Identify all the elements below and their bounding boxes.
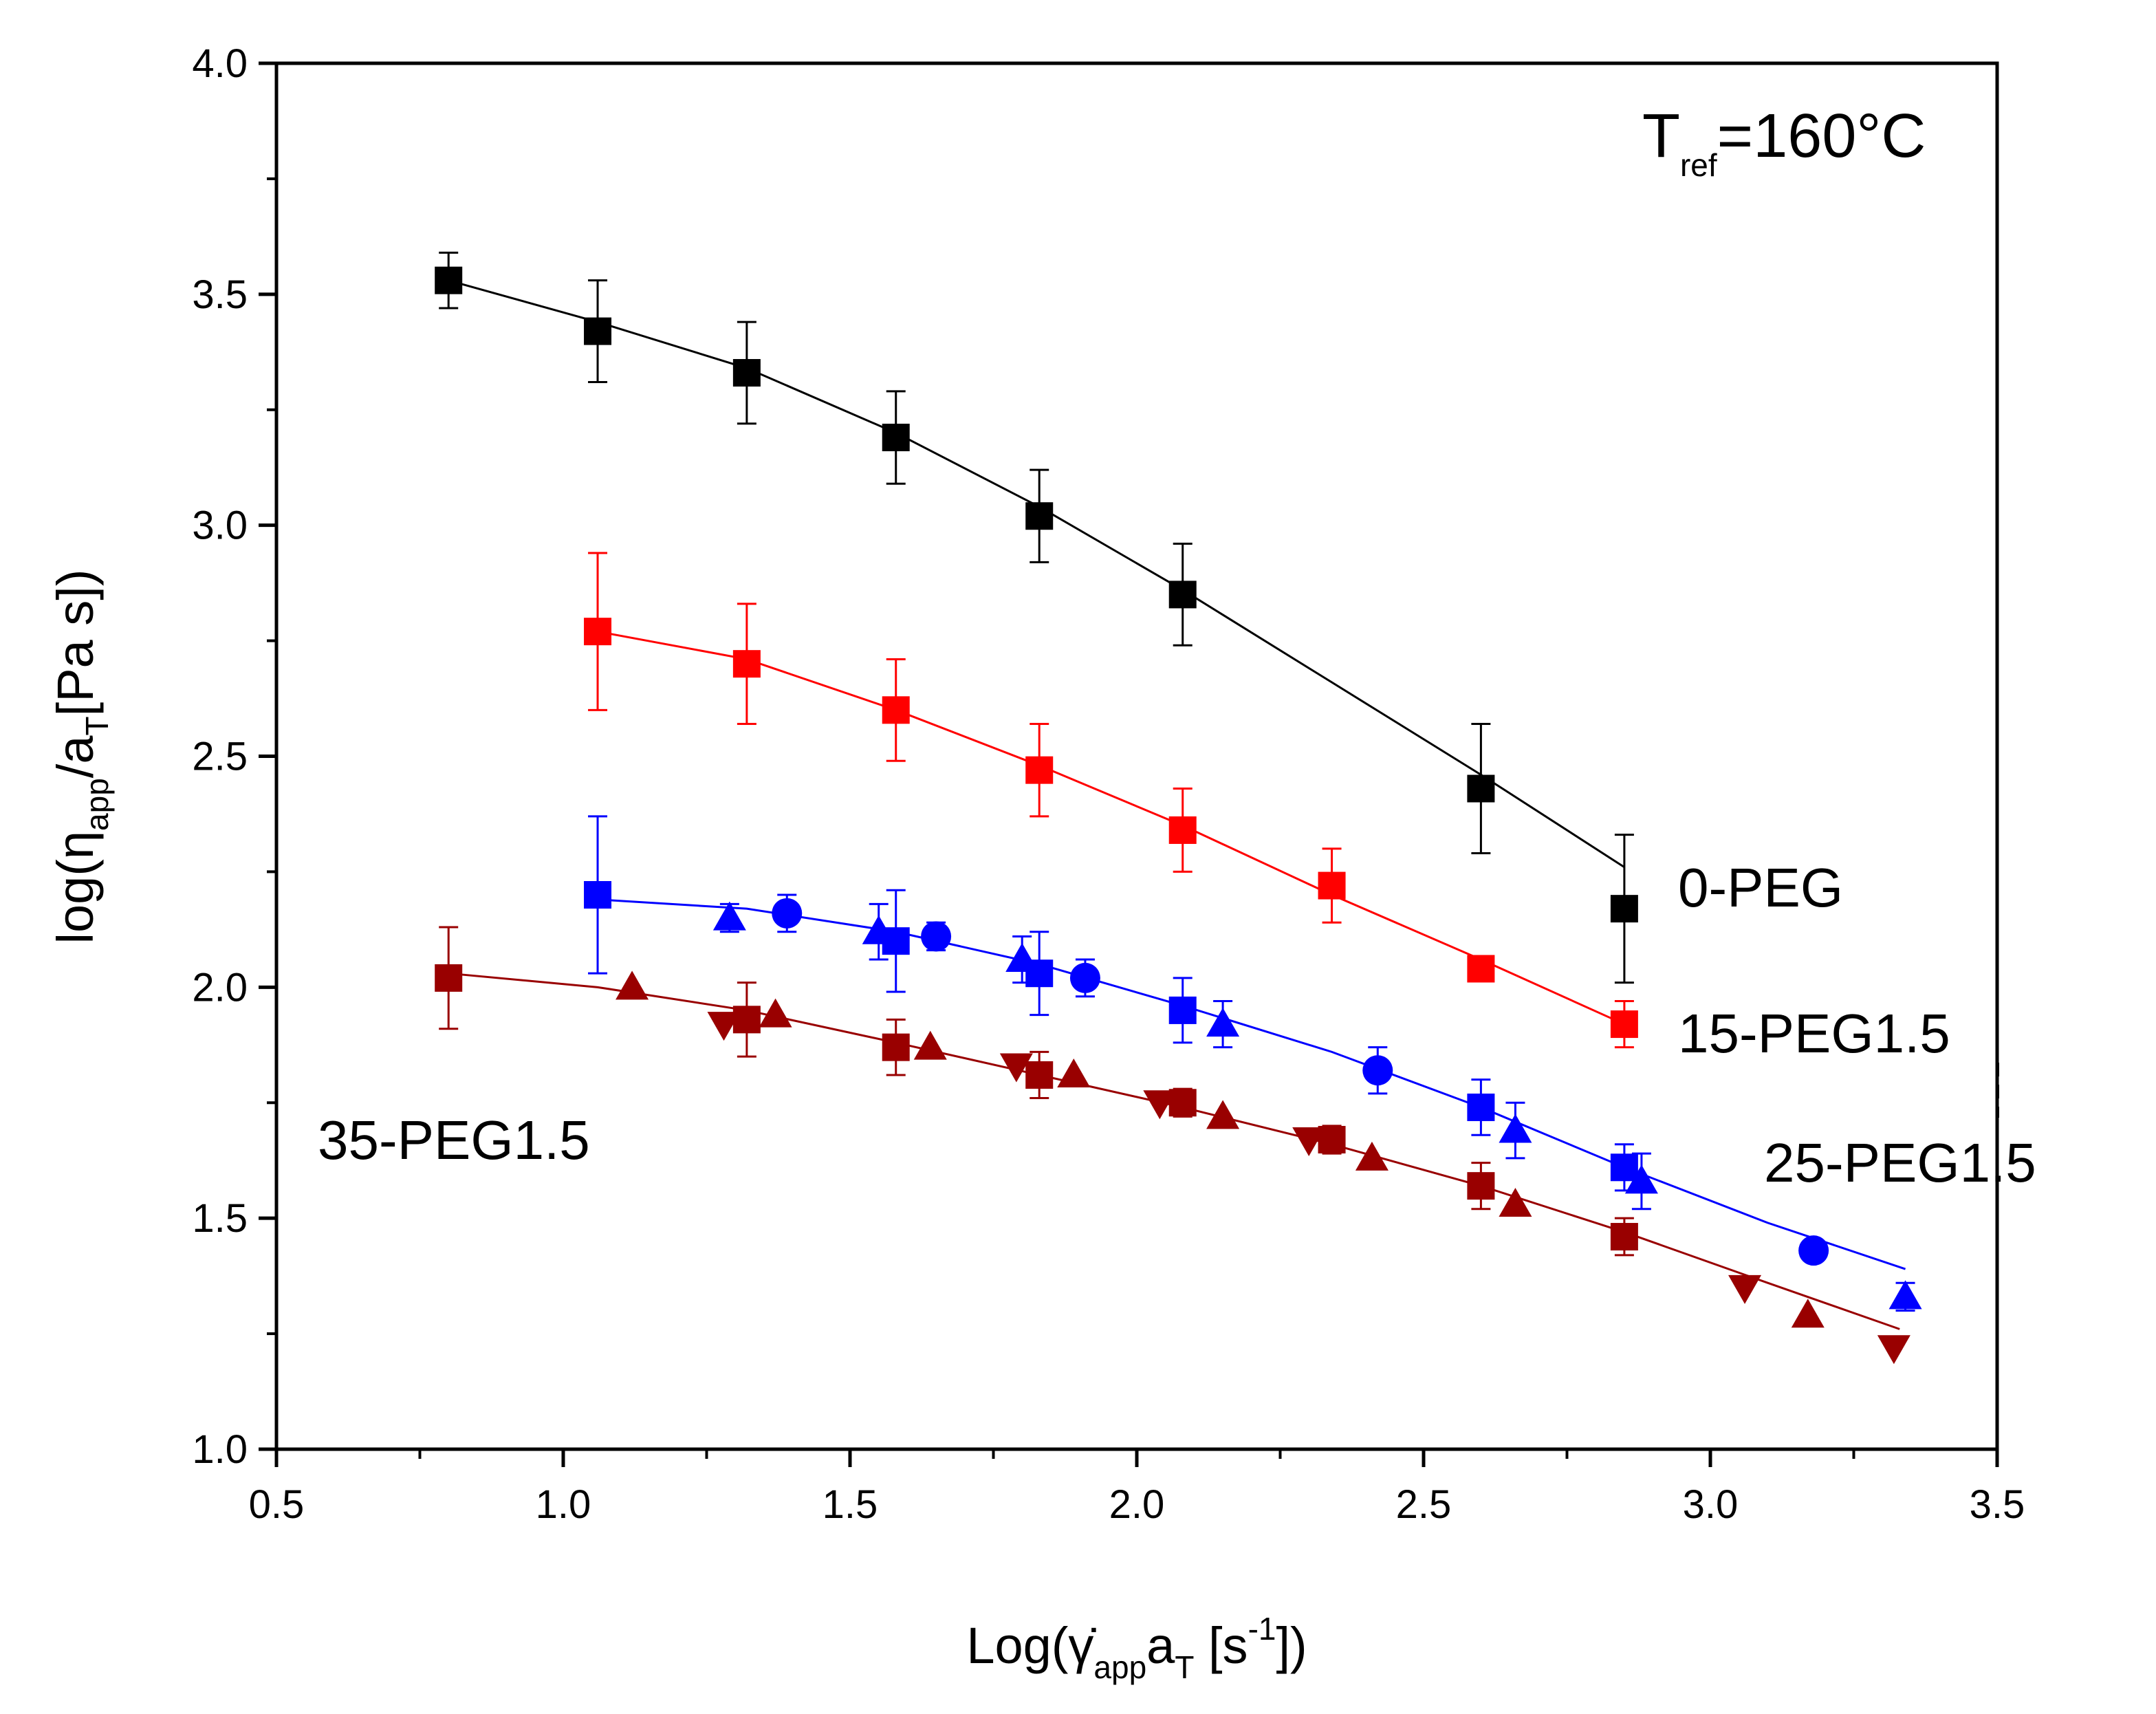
data-point-35-peg1-5-square xyxy=(732,1006,761,1034)
series-label-25-peg: 25-PEG1.5 xyxy=(1764,1132,2036,1193)
data-point-25-peg1-5-triangle-up xyxy=(1888,1280,1922,1310)
y-axis-ticks: 1.0 1.5 2.0 2.5 3.0 3.5 4.0 xyxy=(192,41,276,1472)
data-point-35-peg1-5-triangle-down xyxy=(1877,1335,1910,1365)
x-axis-title: Log(γ̇appaT [s-1]) xyxy=(966,1611,1307,1685)
data-point-15-peg1-5-square xyxy=(1318,871,1346,900)
x-tick-label: 1.0 xyxy=(536,1482,591,1527)
data-point-25-peg1-5-circle xyxy=(772,898,803,929)
fit-line-15-peg1-5 xyxy=(597,630,1625,1026)
data-point-25-peg1-5-circle xyxy=(1362,1055,1393,1086)
y-tick-label: 1.5 xyxy=(192,1196,248,1241)
data-point-35-peg1-5-square xyxy=(882,1033,910,1061)
data-point-35-peg1-5-triangle-down xyxy=(1143,1090,1177,1120)
data-point-25-peg1-5-circle xyxy=(1069,962,1100,993)
x-tick-label: 0.5 xyxy=(249,1482,305,1527)
data-point-25-peg1-5-circle xyxy=(921,921,952,952)
data-point-0-peg-square xyxy=(1168,581,1197,609)
y-tick-label: 3.0 xyxy=(192,503,248,548)
x-tick-label: 3.0 xyxy=(1683,1482,1739,1527)
data-point-0-peg-square xyxy=(584,317,612,345)
data-point-15-peg1-5-square xyxy=(1467,955,1495,983)
data-point-35-peg1-5-triangle-down xyxy=(707,1012,741,1041)
y-tick-label: 4.0 xyxy=(192,41,248,86)
y-tick-label: 2.5 xyxy=(192,735,248,779)
data-point-0-peg-square xyxy=(1467,774,1495,803)
data-point-0-peg-square xyxy=(1610,895,1638,923)
data-point-25-peg1-5-circle xyxy=(1798,1235,1829,1266)
data-point-15-peg1-5-square xyxy=(584,618,612,646)
data-point-0-peg-square xyxy=(732,359,761,387)
data-point-25-peg1-5-square xyxy=(1610,1153,1638,1182)
data-point-25-peg1-5-triangle-up xyxy=(1624,1164,1658,1194)
data-point-35-peg1-5-triangle-up xyxy=(913,1030,947,1060)
data-point-35-peg1-5-triangle-up xyxy=(759,998,792,1028)
series-label-0-peg: 0-PEG xyxy=(1678,857,1843,918)
data-point-15-peg1-5-square xyxy=(1610,1010,1638,1039)
data-point-35-peg1-5-square xyxy=(435,964,463,992)
data-point-35-peg1-5-square xyxy=(1610,1223,1638,1251)
data-point-35-peg1-5-triangle-down xyxy=(1292,1127,1326,1156)
y-axis-title: log(ηapp/aT[Pa s]) xyxy=(47,569,115,944)
data-point-35-peg1-5-square xyxy=(1025,1061,1054,1089)
y-tick-label: 3.5 xyxy=(192,272,248,317)
data-point-0-peg-square xyxy=(435,266,463,294)
data-point-35-peg1-5-triangle-up xyxy=(616,970,649,1000)
data-point-25-peg1-5-triangle-up xyxy=(1499,1114,1532,1143)
data-point-35-peg1-5-triangle-down xyxy=(1728,1274,1762,1304)
data-point-15-peg1-5-square xyxy=(732,650,761,678)
reference-temperature-annotation: Tref=160°C xyxy=(1642,102,1926,183)
data-point-25-peg1-5-triangle-up xyxy=(1206,1008,1240,1037)
data-point-25-peg1-5-square xyxy=(1467,1093,1495,1121)
series-label-15-peg: 15-PEG1.5 xyxy=(1678,1003,1950,1064)
data-point-35-peg1-5-triangle-up xyxy=(1499,1188,1532,1217)
data-point-35-peg1-5-triangle-up xyxy=(1355,1141,1389,1171)
x-tick-label: 2.0 xyxy=(1109,1482,1165,1527)
error-bars xyxy=(439,251,1915,1312)
data-point-35-peg1-5-triangle-up xyxy=(1057,1058,1091,1087)
x-tick-label: 2.5 xyxy=(1396,1482,1452,1527)
data-point-35-peg1-5-square xyxy=(1467,1172,1495,1200)
data-point-15-peg1-5-square xyxy=(1168,816,1197,844)
y-tick-label: 1.0 xyxy=(192,1427,248,1472)
series-label-35-peg: 35-PEG1.5 xyxy=(318,1109,590,1171)
data-point-35-peg1-5-triangle-up xyxy=(1206,1100,1240,1129)
data-point-25-peg1-5-triangle-up xyxy=(712,901,746,931)
data-point-35-peg1-5-triangle-up xyxy=(1791,1299,1825,1328)
fit-line-25-peg1-5 xyxy=(597,898,1906,1270)
data-point-35-peg1-5-triangle-down xyxy=(999,1053,1033,1083)
data-point-15-peg1-5-square xyxy=(882,696,910,724)
data-point-25-peg1-5-triangle-up xyxy=(1005,943,1039,973)
x-tick-label: 3.5 xyxy=(1970,1482,2025,1527)
data-markers xyxy=(435,266,1922,1365)
data-point-0-peg-square xyxy=(1025,502,1054,530)
data-point-25-peg1-5-square xyxy=(584,881,612,909)
x-tick-label: 1.5 xyxy=(823,1482,878,1527)
y-tick-label: 2.0 xyxy=(192,965,248,1010)
data-point-25-peg1-5-square xyxy=(1168,996,1197,1024)
x-axis-ticks: 0.5 1.0 1.5 2.0 2.5 3.0 3.5 xyxy=(249,1449,2025,1527)
data-point-25-peg1-5-triangle-up xyxy=(862,915,895,944)
data-point-0-peg-square xyxy=(882,424,910,452)
data-point-15-peg1-5-square xyxy=(1025,756,1054,784)
